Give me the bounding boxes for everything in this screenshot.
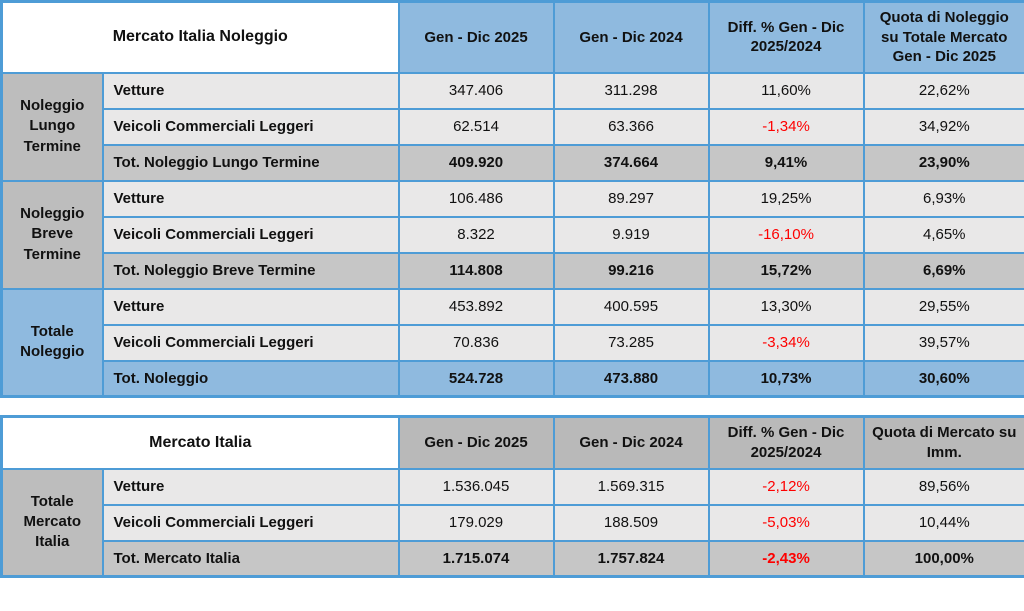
table-total-row: Tot. Noleggio 524.728 473.880 10,73% 30,… bbox=[2, 359, 1024, 398]
row-label: Tot. Noleggio Breve Termine bbox=[101, 251, 400, 290]
value-2025: 8.322 bbox=[397, 215, 555, 254]
quota-percent: 4,65% bbox=[862, 215, 1024, 254]
row-label: Tot. Noleggio bbox=[101, 359, 400, 398]
diff-percent: -2,12% bbox=[707, 467, 865, 506]
row-label: Veicoli Commerciali Leggeri bbox=[101, 215, 400, 254]
value-2025: 524.728 bbox=[397, 359, 555, 398]
value-2025: 409.920 bbox=[397, 143, 555, 182]
value-2024: 400.595 bbox=[552, 287, 710, 326]
quota-percent: 6,93% bbox=[862, 179, 1024, 218]
quota-percent: 23,90% bbox=[862, 143, 1024, 182]
row-label: Veicoli Commerciali Leggeri bbox=[101, 107, 400, 146]
column-header-quota: Quota di Mercato su Imm. bbox=[862, 415, 1024, 470]
quota-percent: 22,62% bbox=[862, 71, 1024, 110]
column-header-2025: Gen - Dic 2025 bbox=[397, 415, 555, 470]
value-2024: 99.216 bbox=[552, 251, 710, 290]
noleggio-header-row: Mercato Italia Noleggio Gen - Dic 2025 G… bbox=[0, 0, 1024, 74]
diff-percent: -5,03% bbox=[707, 503, 865, 542]
table-row: Veicoli Commerciali Leggeri 70.836 73.28… bbox=[2, 323, 1024, 362]
value-2025: 1.715.074 bbox=[397, 539, 555, 578]
quota-percent: 89,56% bbox=[862, 467, 1024, 506]
column-header-diff: Diff. % Gen - Dic 2025/2024 bbox=[707, 0, 865, 74]
mercato-table-title: Mercato Italia bbox=[0, 415, 400, 470]
row-label: Veicoli Commerciali Leggeri bbox=[101, 503, 400, 542]
value-2024: 9.919 bbox=[552, 215, 710, 254]
row-label: Tot. Noleggio Lungo Termine bbox=[101, 143, 400, 182]
mercato-table: Mercato Italia Gen - Dic 2025 Gen - Dic … bbox=[0, 415, 1024, 578]
diff-percent: 10,73% bbox=[707, 359, 865, 398]
table-row: Totale Noleggio Vetture 453.892 400.595 … bbox=[0, 287, 1024, 398]
group-label-lungo-termine: Noleggio Lungo Termine bbox=[0, 71, 104, 182]
value-2024: 473.880 bbox=[552, 359, 710, 398]
noleggio-table: Mercato Italia Noleggio Gen - Dic 2025 G… bbox=[0, 0, 1024, 398]
column-header-quota: Quota di Noleggio su Totale Mercato Gen … bbox=[862, 0, 1024, 74]
row-label: Vetture bbox=[101, 71, 400, 110]
value-2024: 374.664 bbox=[552, 143, 710, 182]
diff-percent: 19,25% bbox=[707, 179, 865, 218]
quota-percent: 39,57% bbox=[862, 323, 1024, 362]
value-2025: 62.514 bbox=[397, 107, 555, 146]
noleggio-table-title: Mercato Italia Noleggio bbox=[0, 0, 400, 74]
column-header-diff: Diff. % Gen - Dic 2025/2024 bbox=[707, 415, 865, 470]
table-row: Veicoli Commerciali Leggeri 62.514 63.36… bbox=[2, 107, 1024, 146]
table-total-row: Tot. Mercato Italia 1.715.074 1.757.824 … bbox=[2, 539, 1024, 578]
diff-percent: -3,34% bbox=[707, 323, 865, 362]
quota-percent: 100,00% bbox=[862, 539, 1024, 578]
value-2024: 1.757.824 bbox=[552, 539, 710, 578]
diff-percent: -2,43% bbox=[707, 539, 865, 578]
quota-percent: 10,44% bbox=[862, 503, 1024, 542]
value-2025: 453.892 bbox=[397, 287, 555, 326]
quota-percent: 30,60% bbox=[862, 359, 1024, 398]
value-2024: 311.298 bbox=[552, 71, 710, 110]
value-2025: 1.536.045 bbox=[397, 467, 555, 506]
row-label: Vetture bbox=[101, 287, 400, 326]
value-2024: 188.509 bbox=[552, 503, 710, 542]
quota-percent: 6,69% bbox=[862, 251, 1024, 290]
diff-percent: 13,30% bbox=[707, 287, 865, 326]
value-2024: 73.285 bbox=[552, 323, 710, 362]
diff-percent: 11,60% bbox=[707, 71, 865, 110]
quota-percent: 34,92% bbox=[862, 107, 1024, 146]
row-label: Veicoli Commerciali Leggeri bbox=[101, 323, 400, 362]
table-total-row: Tot. Noleggio Lungo Termine 409.920 374.… bbox=[2, 143, 1024, 182]
table-total-row: Tot. Noleggio Breve Termine 114.808 99.2… bbox=[2, 251, 1024, 290]
diff-percent: 9,41% bbox=[707, 143, 865, 182]
value-2025: 70.836 bbox=[397, 323, 555, 362]
diff-percent: -1,34% bbox=[707, 107, 865, 146]
diff-percent: -16,10% bbox=[707, 215, 865, 254]
diff-percent: 15,72% bbox=[707, 251, 865, 290]
column-header-2025: Gen - Dic 2025 bbox=[397, 0, 555, 74]
column-header-2024: Gen - Dic 2024 bbox=[552, 0, 710, 74]
value-2024: 89.297 bbox=[552, 179, 710, 218]
group-label-breve-termine: Noleggio Breve Termine bbox=[0, 179, 104, 290]
table-row: Totale Mercato Italia Vetture 1.536.045 … bbox=[0, 467, 1024, 578]
group-label-totale-mercato-italia: Totale Mercato Italia bbox=[0, 467, 104, 578]
row-label: Vetture bbox=[101, 467, 400, 506]
value-2024: 63.366 bbox=[552, 107, 710, 146]
column-header-2024: Gen - Dic 2024 bbox=[552, 415, 710, 470]
table-row: Veicoli Commerciali Leggeri 179.029 188.… bbox=[2, 503, 1024, 542]
value-2025: 114.808 bbox=[397, 251, 555, 290]
table-row: Noleggio Breve Termine Vetture 106.486 8… bbox=[0, 179, 1024, 290]
row-label: Tot. Mercato Italia bbox=[101, 539, 400, 578]
mercato-header-row: Mercato Italia Gen - Dic 2025 Gen - Dic … bbox=[0, 415, 1024, 470]
value-2025: 106.486 bbox=[397, 179, 555, 218]
row-label: Vetture bbox=[101, 179, 400, 218]
value-2025: 179.029 bbox=[397, 503, 555, 542]
value-2024: 1.569.315 bbox=[552, 467, 710, 506]
table-row: Veicoli Commerciali Leggeri 8.322 9.919 … bbox=[2, 215, 1024, 254]
quota-percent: 29,55% bbox=[862, 287, 1024, 326]
table-row: Noleggio Lungo Termine Vetture 347.406 3… bbox=[0, 71, 1024, 182]
group-label-totale-noleggio: Totale Noleggio bbox=[0, 287, 104, 398]
value-2025: 347.406 bbox=[397, 71, 555, 110]
